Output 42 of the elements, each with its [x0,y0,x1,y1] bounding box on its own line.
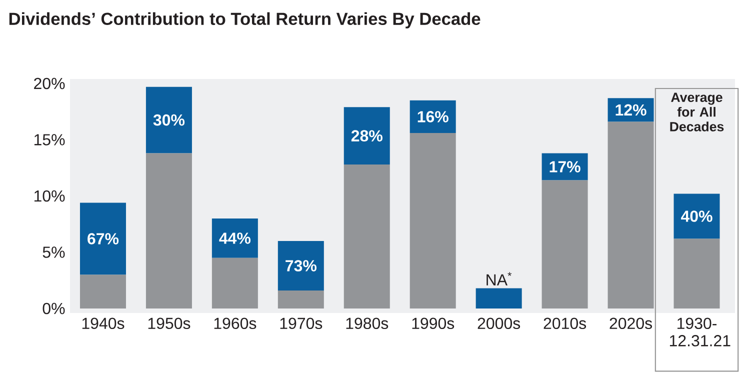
bar [212,218,258,258]
x-tick-label: 2010s [544,318,586,330]
bar [80,274,126,308]
bar [212,258,258,308]
chart-title: Dividends’ Contribution to Total Return Varies By Decade [9,12,480,28]
bar [344,107,390,164]
annotation: NA$^{*}$ [486,272,512,286]
annotation: 16% [418,111,448,122]
annotation: 28% [351,130,382,142]
x-tick-label: 1980s [346,318,388,330]
annotation: 44% [219,232,251,244]
annotation: 73% [286,260,316,272]
bar [674,238,720,308]
bar [542,180,588,308]
annotation: 12% [616,104,646,116]
annotation: Average for All Decades [670,92,724,132]
x-tick-label: 2000s [478,318,520,330]
annotation: 17% [550,161,580,172]
x-tick-label: 1950s [148,318,190,330]
annotation: 67% [88,233,119,244]
y-tick-label: 5% [42,246,65,258]
bar [278,241,324,290]
x-tick-label: 1960s [214,318,256,330]
x-tick-label: 2020s [610,318,652,330]
bar [80,202,126,275]
bar [344,164,390,308]
annotation: 30% [153,114,185,126]
bar [146,153,192,308]
y-tick-label: 20% [34,78,65,90]
y-tick-label: 0% [42,302,65,314]
annotation: 40% [680,210,712,222]
bar [476,288,522,308]
x-tick-label: 1930-12.31.21 [670,318,730,346]
bar [278,290,324,308]
y-tick-label: 10% [34,190,65,202]
x-tick-label: 1940s [82,318,124,330]
x-tick-label: 1970s [280,318,322,330]
x-tick-label: 1990s [412,318,454,330]
bar [674,194,720,239]
y-tick-label: 15% [34,134,65,146]
bar [410,132,456,308]
bar [146,86,192,154]
